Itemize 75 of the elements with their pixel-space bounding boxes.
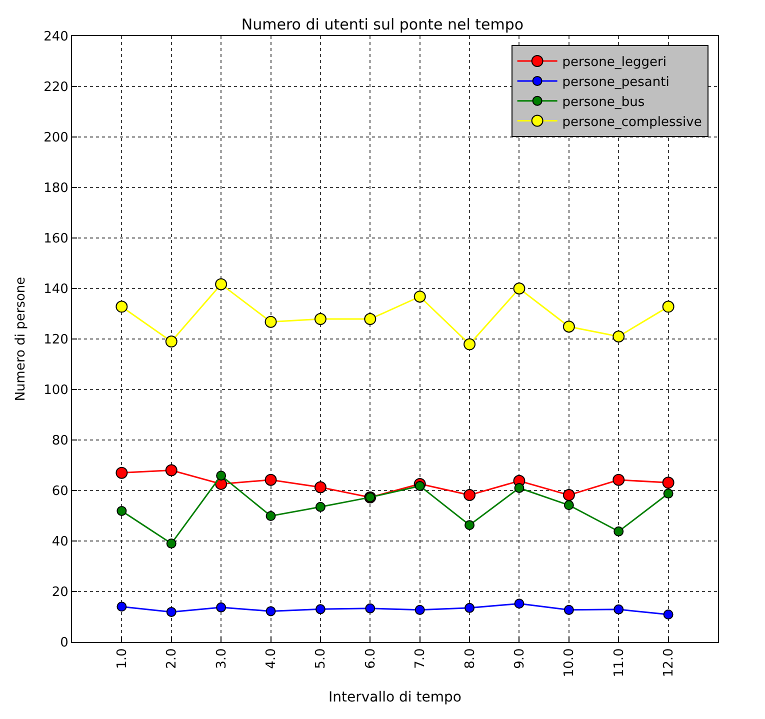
point (165, 464, 178, 476)
y-tick-label: 220 (44, 80, 68, 96)
y-axis-title: Numero di persone (14, 276, 29, 402)
legend-label: persone_bus (562, 94, 645, 110)
point (663, 609, 674, 620)
point (315, 604, 326, 614)
y-tick-label: 120 (44, 332, 68, 348)
point (365, 603, 376, 614)
point (264, 474, 277, 486)
point (266, 606, 276, 616)
x-tick-label: 2.0 (164, 648, 180, 669)
x-tick-label: 8.0 (462, 648, 478, 669)
point (314, 481, 326, 494)
point (215, 278, 228, 290)
y-tick-label: 240 (44, 30, 68, 45)
y-tick-label: 80 (52, 434, 68, 449)
point (116, 466, 128, 479)
point (166, 606, 176, 617)
x-tick-label: 7.0 (413, 648, 428, 669)
point (414, 604, 425, 615)
point (562, 489, 575, 502)
y-tick-label: 180 (44, 181, 68, 196)
point (364, 313, 376, 326)
point (464, 489, 476, 502)
point (314, 313, 326, 326)
point (216, 470, 226, 481)
y-tick-label: 140 (44, 282, 68, 298)
point (464, 338, 476, 350)
point (663, 488, 674, 499)
y-tick-label: 0 (60, 636, 68, 651)
point (414, 290, 426, 303)
point (612, 474, 625, 486)
point (612, 330, 625, 342)
point (564, 500, 574, 510)
point (116, 602, 127, 612)
point (116, 506, 127, 516)
point (514, 482, 524, 493)
y-tick-label: 60 (52, 484, 68, 500)
point (564, 604, 574, 615)
point (165, 336, 178, 348)
y-tick-label: 40 (52, 534, 68, 550)
x-tick-label: 10.0 (562, 648, 578, 678)
x-tick-label: 3.0 (214, 648, 230, 669)
x-tick-label: 5.0 (314, 648, 329, 669)
x-tick-label: 4.0 (264, 648, 279, 669)
point (614, 526, 624, 536)
point (216, 602, 226, 612)
point (662, 476, 674, 489)
point (315, 502, 326, 512)
x-tick-label: 12.0 (662, 648, 677, 678)
point (513, 282, 526, 294)
point (266, 511, 276, 521)
y-tick-label: 20 (52, 585, 68, 600)
legend-label: persone_leggeri (562, 55, 666, 70)
point (662, 300, 674, 313)
legend-label: persone_pesanti (562, 75, 670, 90)
point (562, 320, 575, 333)
x-tick-label: 6.0 (363, 648, 378, 669)
point (264, 316, 277, 328)
y-tick-label: 100 (44, 383, 68, 398)
point (464, 520, 475, 530)
x-axis-title: Intervallo di tempo (328, 689, 462, 706)
point (166, 538, 176, 549)
point (464, 602, 475, 613)
legend-label: persone_complessive (562, 114, 702, 130)
x-tick-label: 1.0 (114, 648, 130, 669)
x-tick-label: 11.0 (612, 648, 627, 678)
y-tick-label: 160 (44, 232, 68, 247)
point (414, 480, 425, 491)
point (614, 604, 624, 614)
point (116, 300, 128, 313)
point (514, 598, 524, 609)
y-tick-label: 200 (44, 130, 68, 146)
x-tick-label: 9.0 (512, 648, 528, 669)
chart-title: Numero di utenti sul ponte nel tempo (241, 15, 524, 34)
